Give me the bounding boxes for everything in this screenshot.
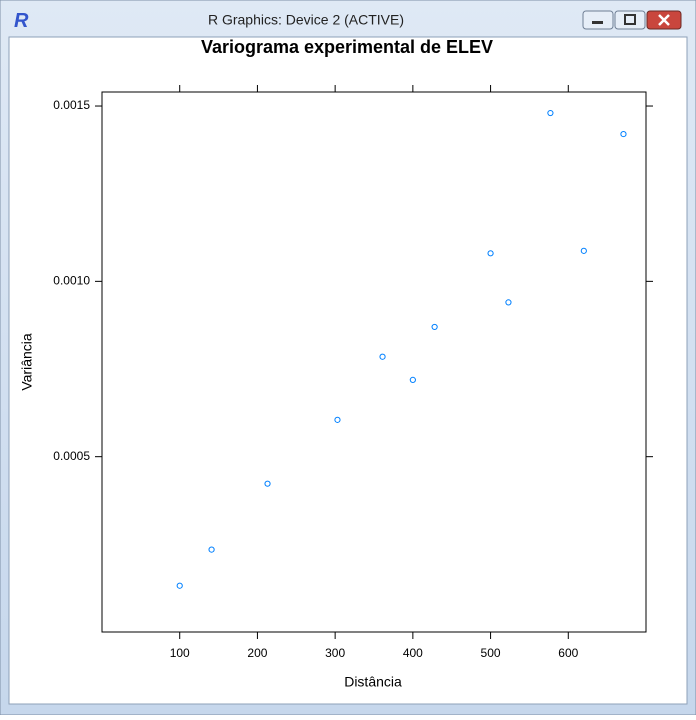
x-tick-label: 500 bbox=[481, 646, 501, 660]
plot-frame bbox=[101, 91, 647, 633]
plot: Variograma experimental de ELEV Distânci… bbox=[19, 37, 653, 690]
window-title: R Graphics: Device 2 (ACTIVE) bbox=[208, 12, 404, 28]
maximize-button[interactable] bbox=[614, 10, 646, 30]
app-icon: R bbox=[14, 10, 29, 32]
point bbox=[547, 109, 554, 117]
point bbox=[487, 250, 494, 257]
y-tick-label: 0.0015 bbox=[53, 98, 90, 112]
maximize-glyph bbox=[624, 14, 636, 25]
point bbox=[431, 323, 438, 331]
plot-canvas bbox=[8, 36, 688, 705]
point bbox=[176, 582, 183, 589]
x-tick-label: 400 bbox=[403, 646, 423, 660]
point bbox=[580, 247, 587, 254]
y-axis-label: Variância bbox=[19, 333, 35, 391]
point bbox=[334, 416, 341, 423]
point bbox=[620, 130, 627, 138]
x-tick-label: 300 bbox=[325, 646, 345, 660]
point bbox=[505, 299, 512, 306]
y-tick-label: 0.0005 bbox=[53, 449, 90, 463]
point bbox=[208, 546, 215, 553]
point bbox=[264, 480, 271, 487]
chart-title: Variograma experimental de ELEV bbox=[201, 37, 493, 57]
y-tick-label: 0.0010 bbox=[53, 274, 90, 288]
x-tick-label: 100 bbox=[170, 646, 190, 660]
minimize-button[interactable] bbox=[582, 10, 614, 30]
x-axis-label: Distância bbox=[344, 674, 402, 690]
minimize-glyph bbox=[592, 21, 603, 24]
x-tick-label: 600 bbox=[558, 646, 578, 660]
x-tick-label: 200 bbox=[247, 646, 267, 660]
point bbox=[409, 376, 416, 383]
point bbox=[379, 353, 386, 360]
close-glyph bbox=[658, 14, 670, 26]
